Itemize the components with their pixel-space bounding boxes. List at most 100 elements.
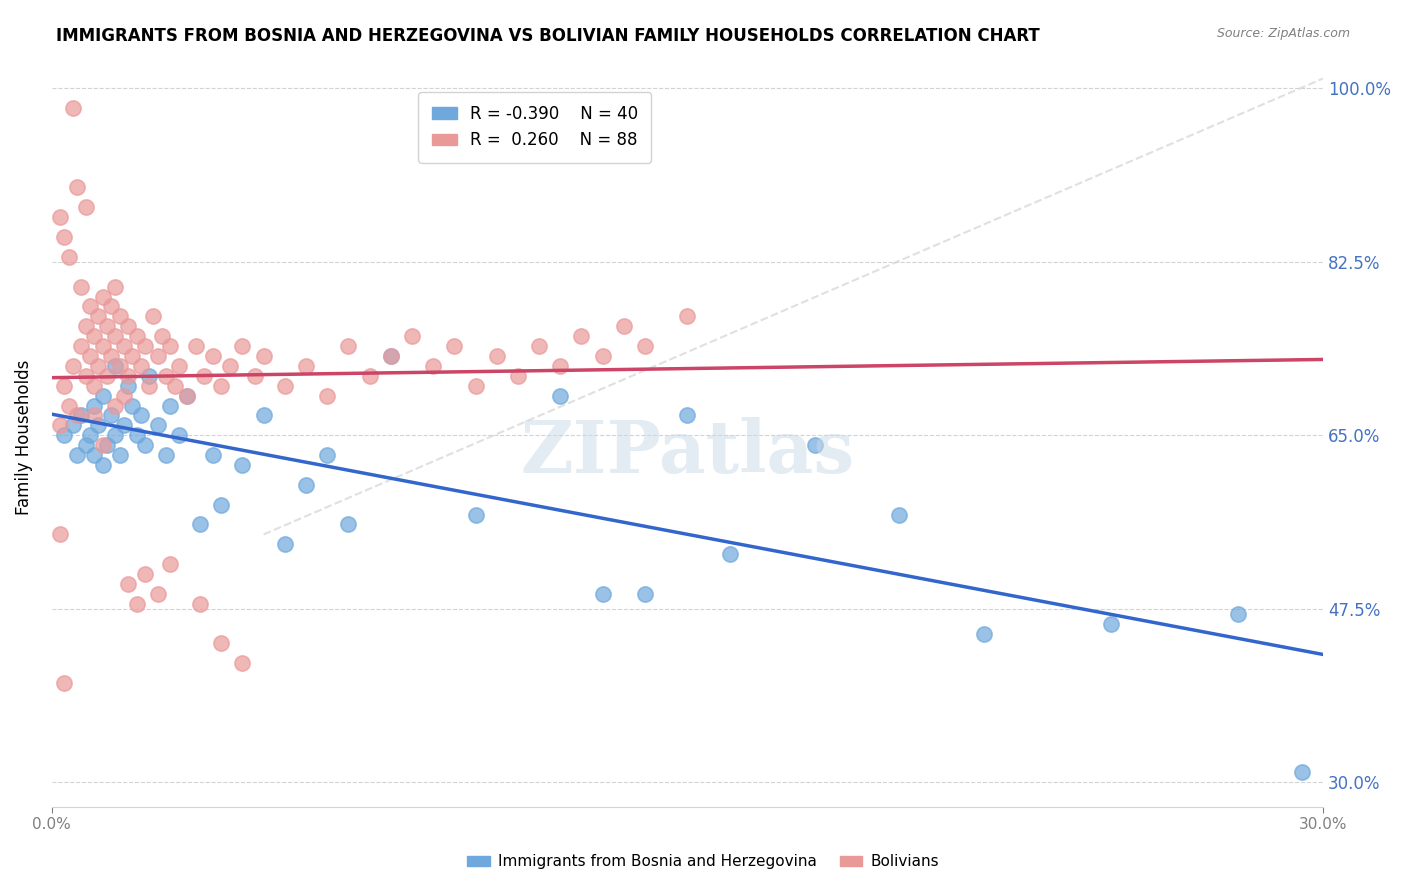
Point xyxy=(112,339,135,353)
Point xyxy=(138,368,160,383)
Point xyxy=(125,329,148,343)
Point xyxy=(70,409,93,423)
Point xyxy=(231,339,253,353)
Point xyxy=(1227,607,1250,621)
Point xyxy=(380,349,402,363)
Point xyxy=(83,448,105,462)
Point xyxy=(634,339,657,353)
Point xyxy=(146,349,169,363)
Point xyxy=(803,438,825,452)
Point xyxy=(100,409,122,423)
Point xyxy=(134,438,156,452)
Point xyxy=(79,300,101,314)
Point xyxy=(209,636,232,650)
Point xyxy=(295,359,318,373)
Point xyxy=(49,418,72,433)
Point xyxy=(66,409,89,423)
Point xyxy=(83,378,105,392)
Point xyxy=(66,180,89,194)
Point xyxy=(150,329,173,343)
Point xyxy=(117,368,139,383)
Point xyxy=(87,359,110,373)
Point xyxy=(613,319,636,334)
Point xyxy=(121,399,143,413)
Point xyxy=(83,409,105,423)
Text: IMMIGRANTS FROM BOSNIA AND HERZEGOVINA VS BOLIVIAN FAMILY HOUSEHOLDS CORRELATION: IMMIGRANTS FROM BOSNIA AND HERZEGOVINA V… xyxy=(56,27,1040,45)
Point xyxy=(167,428,190,442)
Point xyxy=(53,676,76,690)
Point xyxy=(75,319,97,334)
Point xyxy=(274,537,297,551)
Point xyxy=(253,349,276,363)
Point xyxy=(209,498,232,512)
Point xyxy=(53,378,76,392)
Y-axis label: Family Households: Family Households xyxy=(15,360,32,516)
Point xyxy=(142,310,165,324)
Point xyxy=(337,517,360,532)
Text: ZIPatlas: ZIPatlas xyxy=(520,417,855,488)
Point xyxy=(155,448,177,462)
Point xyxy=(96,438,118,452)
Point xyxy=(146,587,169,601)
Point xyxy=(83,399,105,413)
Point xyxy=(96,368,118,383)
Point xyxy=(176,389,198,403)
Point xyxy=(550,389,572,403)
Point xyxy=(79,428,101,442)
Point xyxy=(125,597,148,611)
Point xyxy=(188,597,211,611)
Point xyxy=(209,378,232,392)
Point xyxy=(134,339,156,353)
Point xyxy=(155,368,177,383)
Point xyxy=(53,428,76,442)
Point xyxy=(201,448,224,462)
Point xyxy=(295,478,318,492)
Point xyxy=(62,101,84,115)
Point xyxy=(676,310,699,324)
Point xyxy=(1291,765,1313,780)
Point xyxy=(380,349,402,363)
Point xyxy=(889,508,911,522)
Point xyxy=(231,458,253,472)
Point xyxy=(527,339,550,353)
Point xyxy=(104,359,127,373)
Point xyxy=(91,289,114,303)
Legend: R = -0.390    N = 40, R =  0.260    N = 88: R = -0.390 N = 40, R = 0.260 N = 88 xyxy=(419,92,651,162)
Point xyxy=(243,368,266,383)
Point xyxy=(464,378,486,392)
Text: Source: ZipAtlas.com: Source: ZipAtlas.com xyxy=(1216,27,1350,40)
Point xyxy=(146,418,169,433)
Point xyxy=(506,368,529,383)
Point xyxy=(159,339,181,353)
Point xyxy=(91,438,114,452)
Point xyxy=(62,359,84,373)
Point xyxy=(274,378,297,392)
Point xyxy=(121,349,143,363)
Point xyxy=(550,359,572,373)
Point xyxy=(104,329,127,343)
Point xyxy=(163,378,186,392)
Point xyxy=(167,359,190,373)
Point xyxy=(75,438,97,452)
Point xyxy=(104,428,127,442)
Point xyxy=(83,329,105,343)
Point xyxy=(104,279,127,293)
Point xyxy=(973,626,995,640)
Point xyxy=(112,418,135,433)
Point xyxy=(159,557,181,571)
Point xyxy=(193,368,215,383)
Point xyxy=(49,211,72,225)
Point xyxy=(75,368,97,383)
Point xyxy=(117,378,139,392)
Point xyxy=(87,418,110,433)
Point xyxy=(70,339,93,353)
Point xyxy=(571,329,593,343)
Point xyxy=(401,329,423,343)
Point xyxy=(58,399,80,413)
Point xyxy=(129,359,152,373)
Point xyxy=(96,319,118,334)
Point xyxy=(188,517,211,532)
Point xyxy=(91,458,114,472)
Point xyxy=(87,310,110,324)
Point xyxy=(316,448,339,462)
